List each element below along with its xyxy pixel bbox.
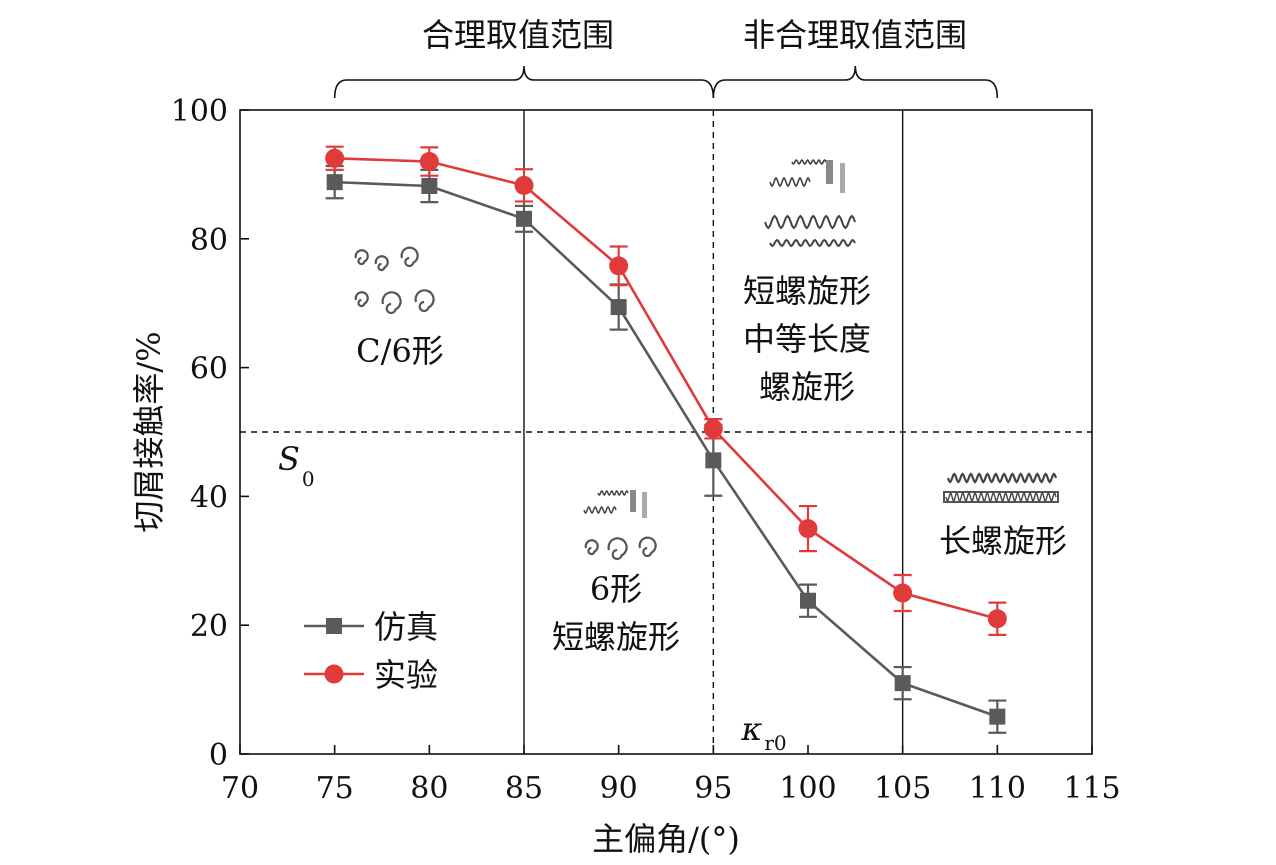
legend-label-1: 实验 (374, 656, 438, 694)
data-series (325, 145, 1007, 734)
range-brace-1 (712, 65, 999, 99)
chip-spiral-icon (638, 536, 657, 558)
y-tick-label: 0 (209, 738, 228, 773)
chip-short-helix-icon (769, 176, 811, 188)
series-line (334, 180, 998, 718)
range-label-1: 非合理取值范围 (743, 16, 967, 54)
y-axis-title: 切屑接触率/% (130, 331, 168, 532)
chip-spiral-icon (584, 539, 599, 556)
data-point-circle (703, 419, 723, 439)
x-axis-title: 主偏角/(°) (592, 820, 740, 858)
plot-frame (239, 109, 1093, 755)
range-label-0: 合理取值范围 (422, 16, 614, 54)
region-label-short_medium: 螺旋形 (759, 368, 855, 406)
chip-spiral-icon (354, 291, 369, 308)
region-label-six_short: 6形 (590, 570, 642, 608)
legend-marker-circle (324, 664, 344, 684)
chip-spiral-icon (381, 291, 402, 315)
series-line (334, 157, 998, 621)
data-point-square (705, 452, 722, 469)
data-point-circle (514, 175, 534, 195)
y-tick-label: 60 (190, 352, 228, 387)
chip-shape-thumbnails (354, 158, 1059, 561)
chip-c-icon (400, 246, 419, 268)
data-point-square (989, 708, 1006, 725)
boundary-label-kappa-main: κ (740, 710, 762, 748)
y-tick-label: 20 (190, 609, 228, 644)
chip-long-helix-icon (946, 472, 1058, 484)
legend-marker-square (326, 618, 342, 634)
reference-lines: S0 κ r0 (240, 110, 1092, 755)
series-0 (325, 164, 1007, 734)
series-1 (325, 145, 1007, 636)
data-point-circle (798, 519, 818, 539)
threshold-label-s0-sub: 0 (302, 467, 315, 491)
x-tick-label: 105 (874, 771, 931, 806)
data-point-square (800, 592, 816, 609)
x-tick-label: 95 (694, 771, 732, 806)
data-point-circle (419, 152, 439, 172)
x-tick-label: 70 (221, 771, 259, 806)
chip-segment-icon (642, 492, 647, 518)
boundary-label-kappa: κ r0 (740, 710, 786, 755)
x-tick-label: 75 (316, 771, 354, 806)
region-label-long: 长螺旋形 (939, 522, 1067, 560)
region-label-c6: C/6形 (356, 332, 444, 370)
threshold-label-s0: S0 (278, 440, 315, 491)
chip-spiral-icon (607, 537, 628, 561)
data-point-circle (325, 148, 345, 168)
chip-medium-helix-icon (764, 214, 856, 230)
range-brace-0 (333, 65, 715, 99)
chip-spiral-icon (414, 289, 435, 313)
chip-segment-icon (630, 490, 636, 512)
data-point-square (421, 177, 438, 194)
x-tick-label: 85 (505, 771, 543, 806)
chip-short-helix-icon (791, 158, 827, 166)
legend-label-0: 仿真 (374, 608, 438, 646)
chip-segment-icon (840, 163, 845, 193)
region-label-short_medium: 短螺旋形 (743, 272, 871, 310)
chip-segment-icon (826, 160, 833, 184)
y-tick-label: 40 (190, 480, 228, 515)
region-label-short_medium: 中等长度 (743, 320, 871, 358)
chip-long-helix-icon (943, 491, 1059, 503)
axis-ticks: 70 75 80 85 90 95 100 105 110 115 0 20 40 60 80 100 (171, 94, 1121, 806)
data-point-square (610, 299, 627, 316)
x-tick-label: 80 (410, 771, 448, 806)
range-braces: 合理取值范围 非合理取值范围 (333, 16, 999, 99)
x-tick-label: 100 (779, 771, 836, 806)
chip-short-helix-icon (597, 489, 629, 497)
chip-long-helix-icon (945, 491, 1057, 503)
boundary-label-kappa-sub: r0 (764, 731, 786, 755)
chip-c-icon (354, 249, 369, 266)
x-tick-label: 115 (1063, 771, 1120, 806)
data-point-square (894, 675, 911, 692)
x-tick-label: 90 (600, 771, 638, 806)
data-point-circle (987, 609, 1007, 629)
x-tick-label: 110 (969, 771, 1026, 806)
threshold-label-s0-main: S (278, 440, 300, 478)
y-tick-label: 100 (171, 94, 228, 129)
y-tick-label: 80 (190, 223, 228, 258)
region-label-six_short: 短螺旋形 (552, 618, 680, 656)
chip-short-helix-icon (583, 505, 617, 515)
data-point-square (516, 210, 532, 227)
chip-c-icon (374, 255, 389, 272)
data-point-circle (893, 583, 913, 603)
data-point-square (326, 174, 343, 191)
chip-medium-helix-icon (769, 238, 856, 248)
data-point-circle (609, 256, 629, 276)
